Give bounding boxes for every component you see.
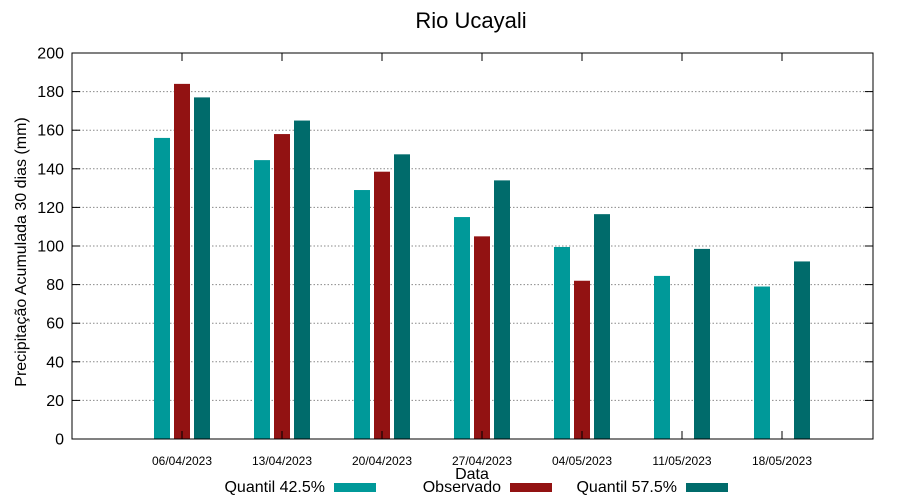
bar	[594, 214, 610, 439]
bar	[274, 134, 290, 439]
bar	[554, 246, 570, 439]
legend-label: Quantil 57.5%	[576, 479, 677, 496]
y-tick-label: 120	[37, 200, 64, 217]
bar	[654, 275, 670, 439]
grid-lines	[72, 91, 873, 401]
legend-swatch	[686, 483, 728, 492]
x-tick-label: 11/05/2023	[652, 454, 711, 468]
legend-swatch	[334, 483, 376, 492]
x-tick-label: 20/04/2023	[352, 454, 412, 468]
bar	[354, 190, 370, 439]
bars	[154, 83, 810, 440]
y-tick-label: 0	[55, 432, 64, 449]
bar	[754, 286, 770, 439]
legend: Quantil 42.5% Observado Quantil 57.5%	[224, 479, 728, 496]
y-tick-label: 180	[37, 84, 64, 101]
bar	[154, 137, 170, 440]
y-tick-label: 160	[37, 123, 64, 140]
x-axis-label: Data	[455, 466, 489, 483]
bar	[374, 171, 390, 439]
y-tick-label: 100	[37, 239, 64, 256]
legend-label: Observado	[423, 479, 501, 496]
bar	[574, 280, 590, 439]
y-tick-label: 140	[37, 161, 64, 178]
y-tick-label: 80	[46, 277, 64, 294]
bar	[494, 180, 510, 439]
y-tick-label: 60	[46, 316, 64, 333]
y-tick-label: 20	[46, 393, 64, 410]
bar	[454, 217, 470, 439]
bar	[174, 83, 190, 439]
bar	[194, 97, 210, 439]
bar	[694, 248, 710, 439]
bar	[254, 160, 270, 440]
x-tick-label: 06/04/2023	[152, 454, 212, 468]
bar	[474, 236, 490, 439]
y-tick-label: 40	[46, 354, 64, 371]
chart-title: Rio Ucayali	[415, 8, 526, 33]
bar	[794, 261, 810, 439]
bar	[294, 120, 310, 440]
x-axis-ticks: 06/04/2023 13/04/2023 20/04/2023 27/04/2023…	[152, 53, 812, 468]
bar	[394, 154, 410, 439]
x-tick-label: 18/05/2023	[752, 454, 812, 468]
x-tick-label: 27/04/2023	[452, 454, 512, 468]
x-tick-label: 04/05/2023	[552, 454, 612, 468]
y-tick-label: 200	[37, 46, 64, 63]
legend-swatch	[510, 483, 552, 492]
legend-label: Quantil 42.5%	[224, 479, 325, 496]
x-tick-label: 13/04/2023	[252, 454, 312, 468]
y-axis-ticks: 0 20 40 60 80 100 120 140 160 180 200	[37, 46, 873, 449]
y-axis-label: Precipitação Acumulada 30 dias (mm)	[13, 117, 30, 386]
